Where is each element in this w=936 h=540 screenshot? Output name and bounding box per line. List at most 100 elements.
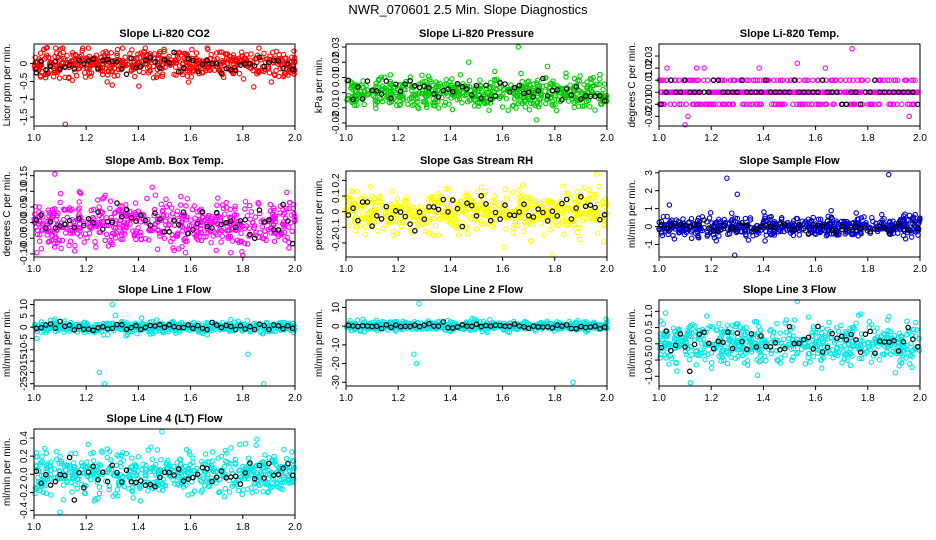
x-tick-label: 1.6: [184, 393, 198, 404]
data-point: [84, 65, 91, 72]
outlier-point: [666, 202, 673, 208]
data-point: [219, 57, 225, 64]
data-point: [146, 67, 153, 74]
x-tick-label: 1.4: [131, 264, 145, 275]
data-point: [527, 83, 533, 89]
reference-point: [483, 201, 489, 207]
reference-point: [682, 77, 688, 84]
chart-title: Slope Gas Stream RH: [420, 155, 533, 167]
data-point: [680, 77, 686, 83]
data-point: [577, 224, 583, 231]
reference-point: [364, 78, 371, 84]
data-point: [474, 226, 480, 232]
data-point: [423, 104, 430, 111]
reference-point: [559, 97, 565, 103]
data-point: [284, 189, 290, 196]
data-point: [344, 97, 350, 103]
data-point: [140, 51, 146, 58]
reference-point: [285, 218, 291, 224]
data-point: [96, 204, 102, 210]
data-point: [788, 77, 794, 83]
reference-point: [454, 81, 461, 87]
data-point: [515, 100, 522, 106]
reference-point: [152, 210, 158, 216]
reference-point: [430, 91, 437, 97]
data-point: [193, 50, 200, 56]
data-point: [752, 77, 759, 83]
data-point: [729, 210, 735, 216]
data-point: [172, 64, 179, 70]
y-tick-label: 0.2: [331, 173, 342, 187]
data-point: [721, 216, 728, 223]
data-point: [519, 182, 526, 189]
data-point: [351, 200, 358, 206]
data-point: [102, 192, 108, 199]
data-point: [558, 210, 565, 216]
y-axis-label: ml/min per min.: [314, 309, 325, 377]
data-point: [358, 215, 365, 221]
data-point: [189, 206, 196, 213]
reference-point: [359, 96, 366, 102]
y-tick-label: -1: [644, 240, 655, 249]
data-point: [76, 205, 82, 211]
data-point: [272, 213, 279, 220]
data-point: [72, 242, 78, 249]
data-point: [534, 77, 541, 84]
data-point: [530, 221, 536, 228]
data-point: [496, 95, 503, 102]
data-point: [704, 101, 710, 108]
reference-point: [71, 224, 78, 231]
data-point: [256, 45, 262, 51]
chart-title: Slope Li-820 CO2: [119, 28, 209, 40]
data-point: [242, 206, 248, 212]
reference-point: [247, 60, 253, 67]
reference-point: [445, 86, 451, 93]
data-point: [550, 103, 556, 109]
data-point: [509, 189, 516, 196]
data-point: [442, 204, 449, 211]
data-point: [576, 88, 582, 94]
data-point: [67, 227, 74, 234]
reference-point: [430, 204, 437, 210]
reference-point: [421, 216, 428, 223]
data-point: [397, 101, 404, 108]
data-point: [457, 91, 463, 98]
data-point: [373, 80, 379, 87]
x-tick-label: 1.6: [809, 264, 823, 275]
reference-point: [411, 83, 418, 89]
chart-title: Slope Amb. Box Temp.: [105, 155, 224, 167]
data-point: [149, 184, 155, 190]
reference-point: [133, 65, 139, 71]
data-point: [112, 225, 119, 231]
data-point: [774, 89, 781, 95]
data-point: [886, 101, 892, 108]
y-tick-label: -0.05: [19, 226, 30, 249]
reference-point: [355, 217, 361, 224]
chart-panel-4: Slope Amb. Box Temp.degrees C per min.1.…: [2, 155, 302, 275]
data-point: [445, 186, 451, 192]
data-point: [597, 201, 603, 207]
data-point: [113, 230, 120, 236]
data-point: [823, 233, 830, 239]
data-point: [534, 86, 540, 93]
data-point: [405, 210, 412, 217]
data-point: [108, 214, 115, 221]
data-point: [716, 233, 722, 239]
data-point: [259, 235, 265, 241]
data-point: [448, 209, 455, 215]
data-point: [510, 225, 517, 232]
reference-point: [175, 222, 182, 228]
data-point: [163, 212, 170, 218]
data-point: [565, 190, 571, 197]
data-point: [755, 101, 761, 108]
data-point: [146, 227, 152, 233]
data-point: [291, 48, 297, 54]
reference-point: [90, 219, 97, 226]
data-point: [57, 51, 63, 57]
data-point: [111, 210, 118, 217]
x-tick-label: 2.0: [288, 133, 302, 144]
data-point: [879, 211, 885, 218]
reference-point: [355, 84, 361, 90]
